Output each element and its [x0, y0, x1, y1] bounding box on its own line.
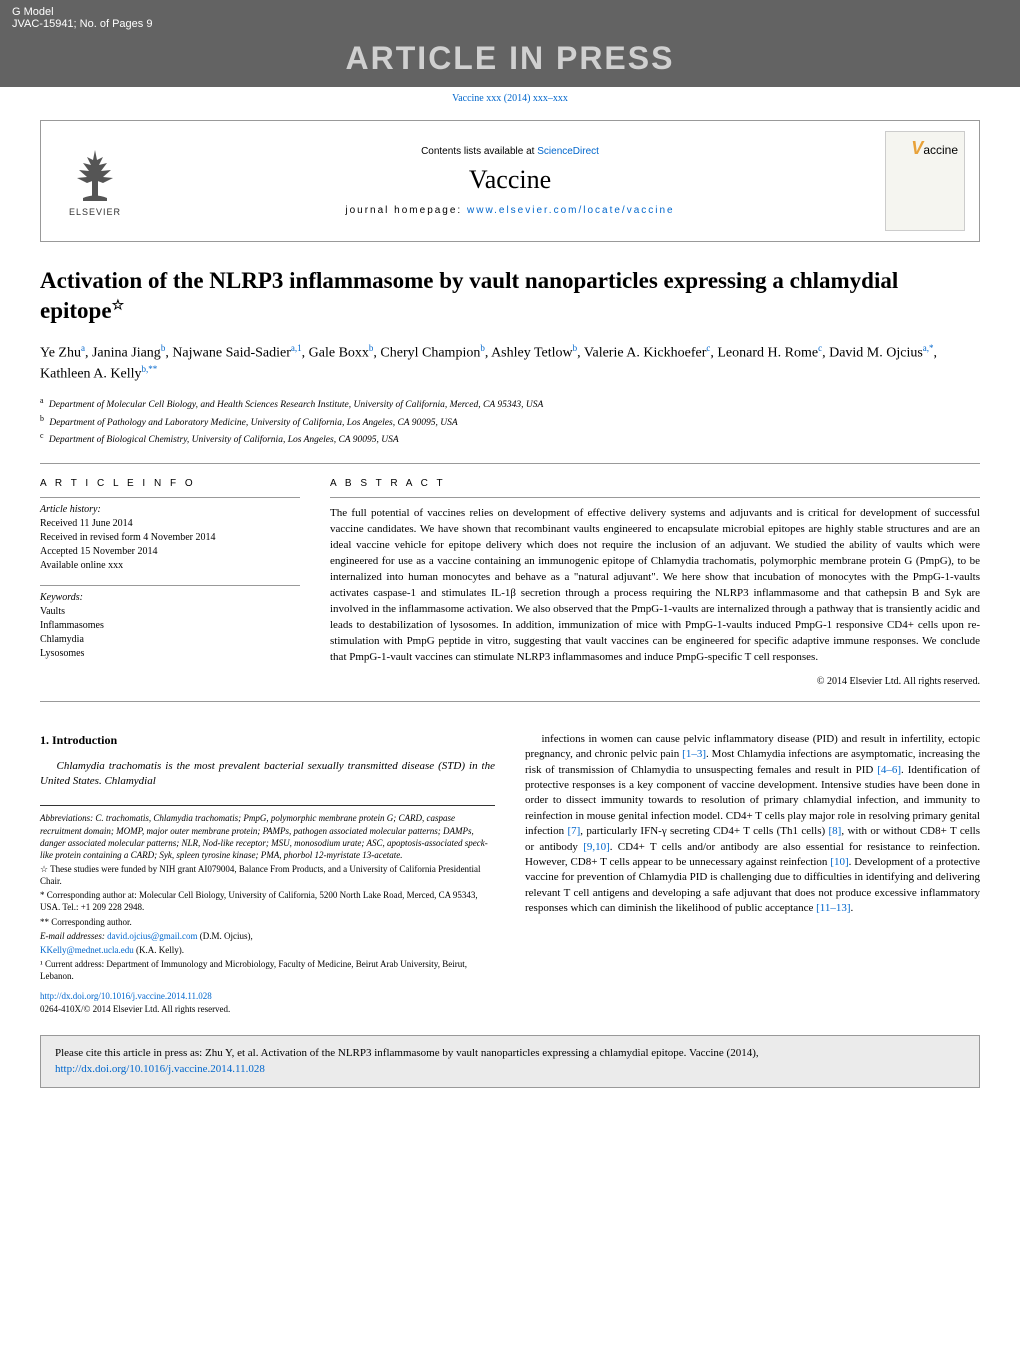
body-right-col: infections in women can cause pelvic inf…	[525, 732, 980, 1016]
contents-prefix: Contents lists available at	[421, 146, 537, 157]
elsevier-tree-icon	[65, 145, 125, 205]
history-block: Article history: Received 11 June 2014Re…	[40, 497, 300, 573]
keywords-block: Keywords: VaultsInflammasomesChlamydiaLy…	[40, 585, 300, 661]
vaccine-cover: Vaccine	[885, 131, 965, 231]
keywords-label: Keywords:	[40, 591, 300, 605]
contents-line: Contents lists available at ScienceDirec…	[135, 146, 885, 157]
intro-para-left: Chlamydia trachomatis is the most preval…	[40, 759, 495, 790]
cite-box: Please cite this article in press as: Zh…	[40, 1035, 980, 1088]
article-title: Activation of the NLRP3 inflammasome by …	[40, 266, 980, 326]
cite-doi-link[interactable]: http://dx.doi.org/10.1016/j.vaccine.2014…	[55, 1063, 265, 1075]
intro-heading: 1. Introduction	[40, 732, 495, 749]
funding-footnote: ☆ These studies were funded by NIH grant…	[40, 863, 495, 887]
article-content: Activation of the NLRP3 inflammasome by …	[0, 266, 1020, 1015]
footnotes: Abbreviations: C. trachomatis, Chlamydia…	[40, 805, 495, 982]
separator-2	[40, 701, 980, 702]
info-abstract-row: A R T I C L E I N F O Article history: R…	[40, 478, 980, 686]
email-footnote: E-mail addresses: david.ojcius@gmail.com…	[40, 930, 495, 942]
doi-footer: http://dx.doi.org/10.1016/j.vaccine.2014…	[40, 990, 495, 1015]
history-label: Article history:	[40, 503, 300, 517]
sciencedirect-link[interactable]: ScienceDirect	[537, 146, 599, 157]
journal-center: Contents lists available at ScienceDirec…	[135, 146, 885, 216]
cite-text: Please cite this article in press as: Zh…	[55, 1047, 759, 1059]
abstract-text: The full potential of vaccines relies on…	[330, 506, 980, 665]
body-left-col: 1. Introduction Chlamydia trachomatis is…	[40, 732, 495, 1016]
abstract-col: A B S T R A C T The full potential of va…	[330, 478, 980, 686]
issn-line: 0264-410X/© 2014 Elsevier Ltd. All right…	[40, 1004, 230, 1014]
affiliations: a Department of Molecular Cell Biology, …	[40, 395, 980, 447]
email2-link[interactable]: KKelly@mednet.ucla.edu	[40, 945, 134, 955]
current-address-footnote: ¹ Current address: Department of Immunol…	[40, 958, 495, 982]
article-info-label: A R T I C L E I N F O	[40, 478, 300, 489]
corr1-footnote: * Corresponding author at: Molecular Cel…	[40, 889, 495, 913]
journal-box: ELSEVIER Contents lists available at Sci…	[40, 120, 980, 242]
homepage-line: journal homepage: www.elsevier.com/locat…	[135, 205, 885, 216]
header-bar: G Model JVAC-15941; No. of Pages 9	[0, 0, 1020, 36]
elsevier-logo: ELSEVIER	[55, 136, 135, 226]
doi-top-line: Vaccine xxx (2014) xxx–xxx	[0, 87, 1020, 110]
doi-top-link[interactable]: Vaccine xxx (2014) xxx–xxx	[452, 93, 568, 104]
journal-name: Vaccine	[135, 165, 885, 195]
elsevier-text: ELSEVIER	[69, 207, 121, 217]
homepage-prefix: journal homepage:	[345, 205, 467, 216]
email1-link[interactable]: david.ojcius@gmail.com	[107, 931, 197, 941]
intro-para-right: infections in women can cause pelvic inf…	[525, 732, 980, 917]
title-star: ☆	[112, 298, 125, 313]
homepage-link[interactable]: www.elsevier.com/locate/vaccine	[467, 205, 675, 216]
gmodel-block: G Model JVAC-15941; No. of Pages 9	[12, 6, 152, 30]
body-columns: 1. Introduction Chlamydia trachomatis is…	[40, 732, 980, 1016]
email2-footnote: KKelly@mednet.ucla.edu (K.A. Kelly).	[40, 944, 495, 956]
separator	[40, 463, 980, 464]
abbrev-footnote: Abbreviations: C. trachomatis, Chlamydia…	[40, 812, 495, 861]
press-banner: ARTICLE IN PRESS	[0, 36, 1020, 87]
authors: Ye Zhua, Janina Jiangb, Najwane Said-Sad…	[40, 342, 980, 385]
title-text: Activation of the NLRP3 inflammasome by …	[40, 268, 898, 323]
abstract-label: A B S T R A C T	[330, 478, 980, 489]
article-info-col: A R T I C L E I N F O Article history: R…	[40, 478, 300, 686]
gmodel-label: G Model	[12, 6, 152, 18]
doi-footer-link[interactable]: http://dx.doi.org/10.1016/j.vaccine.2014…	[40, 991, 212, 1001]
copyright: © 2014 Elsevier Ltd. All rights reserved…	[330, 676, 980, 687]
corr2-footnote: ** Corresponding author.	[40, 916, 495, 928]
vaccine-cover-text: Vaccine	[911, 138, 958, 159]
docid: JVAC-15941; No. of Pages 9	[12, 18, 152, 30]
